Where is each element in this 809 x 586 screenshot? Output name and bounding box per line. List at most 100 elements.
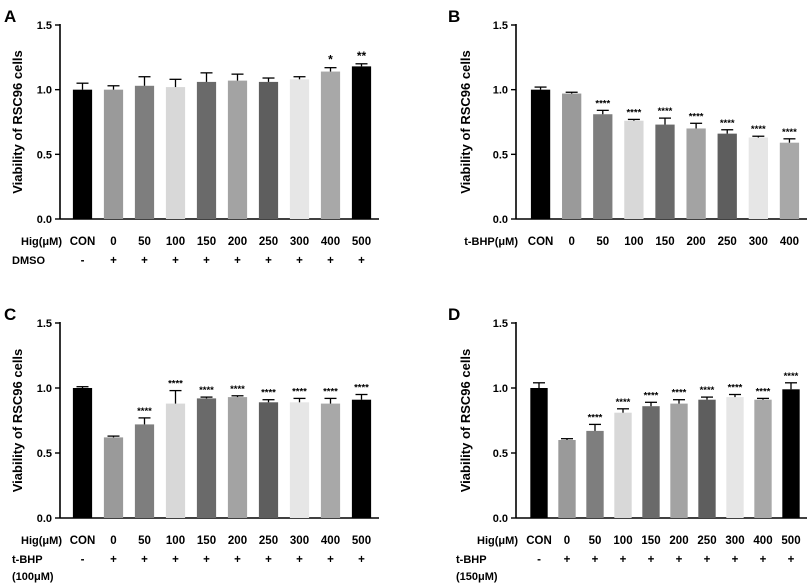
category-label: 100 — [624, 236, 643, 248]
treatment-label: t-BHP — [12, 554, 43, 566]
y-tick-label: 1.0 — [37, 383, 52, 395]
y-tick-label: 0.0 — [493, 214, 508, 226]
panel-c: C Viability of RSC96 cells 0.0 0.5 1.0 1.5 CON… — [4, 305, 379, 583]
significance-label: **** — [616, 397, 631, 408]
category-label: 250 — [718, 236, 737, 248]
significance-label: **** — [784, 371, 799, 382]
significance-label: * — [328, 53, 333, 67]
treatment-sign: + — [788, 554, 795, 566]
category-label: 100 — [166, 535, 185, 547]
bar — [196, 398, 217, 518]
treatment-sign: + — [172, 554, 179, 566]
treatment-sign: + — [327, 554, 334, 566]
category-label: 400 — [753, 535, 772, 547]
category-label: 400 — [780, 236, 799, 248]
bar — [782, 389, 800, 518]
category-label: 300 — [725, 535, 744, 547]
significance-label: **** — [700, 385, 715, 396]
bar — [227, 397, 248, 518]
category-label: 0 — [564, 535, 570, 547]
category-label: CON — [70, 236, 96, 248]
treatment-sign: + — [265, 255, 272, 267]
significance-label: **** — [323, 386, 338, 397]
x-row-label: Hig(μM) — [477, 535, 518, 547]
bar — [726, 397, 744, 518]
significance-label: **** — [137, 406, 152, 417]
y-tick-label: 0.0 — [493, 513, 508, 525]
bar — [586, 430, 604, 518]
treatment-sign: + — [732, 554, 739, 566]
category-label: 50 — [138, 236, 151, 248]
bar — [624, 120, 644, 219]
treatment-sign: + — [203, 554, 210, 566]
x-row-label: Hig(μM) — [21, 535, 62, 547]
bar — [593, 114, 613, 219]
bar — [134, 85, 155, 219]
y-axis-label: Viability of RSC96 cells — [10, 349, 25, 493]
bar — [134, 424, 155, 518]
y-tick-label: 0.0 — [37, 513, 52, 525]
x-row-label: Hig(μM) — [21, 236, 62, 248]
treatment-label: DMSO — [12, 255, 45, 267]
y-tick-label: 1.5 — [493, 20, 508, 32]
treatment-label: t-BHP — [456, 554, 487, 566]
category-label: 150 — [641, 535, 660, 547]
treatment-sign: + — [564, 554, 571, 566]
bar — [165, 403, 186, 518]
bar — [289, 402, 310, 518]
significance-label: **** — [756, 386, 771, 397]
significance-label: **** — [595, 98, 610, 109]
significance-label: **** — [199, 385, 214, 396]
bar — [351, 399, 372, 518]
significance-label: **** — [292, 386, 307, 397]
bar — [258, 81, 279, 219]
category-label: 50 — [138, 535, 151, 547]
y-tick-label: 1.5 — [493, 318, 508, 330]
bar — [227, 80, 248, 219]
bar — [351, 66, 372, 220]
bar — [530, 388, 548, 518]
significance-label: **** — [168, 379, 183, 390]
x-row-label: t-BHP(μM) — [464, 236, 518, 248]
category-label: 0 — [568, 236, 574, 248]
treatment-sign: + — [172, 255, 179, 267]
bar — [103, 89, 124, 220]
treatment-sign: + — [327, 255, 334, 267]
panel-b: B Viability of RSC96 cells 0.0 0.5 1.0 1.5 CON… — [448, 7, 807, 248]
bar — [655, 124, 675, 219]
treatment-sign: - — [81, 554, 85, 566]
y-tick-label: 1.0 — [493, 383, 508, 395]
treatment-sign: + — [296, 255, 303, 267]
bar — [103, 437, 124, 518]
category-label: 100 — [613, 535, 632, 547]
y-tick-label: 1.5 — [37, 318, 52, 330]
treatment-sign: + — [234, 554, 241, 566]
category-label: 300 — [290, 535, 309, 547]
treatment-sign: + — [358, 554, 365, 566]
y-axis-label: Viability of RSC96 cells — [458, 349, 473, 493]
category-label: CON — [526, 535, 552, 547]
significance-label: **** — [658, 106, 673, 117]
treatment-sign: + — [704, 554, 711, 566]
bar — [686, 128, 706, 219]
y-tick-label: 1.0 — [37, 85, 52, 97]
y-tick-label: 0.5 — [493, 448, 508, 460]
bar — [642, 406, 660, 518]
category-label: 100 — [166, 236, 185, 248]
bar — [320, 71, 341, 219]
category-label: 50 — [596, 236, 609, 248]
bar — [196, 81, 217, 219]
y-tick-label: 0.5 — [37, 448, 52, 460]
category-label: 500 — [352, 236, 371, 248]
category-label: 150 — [655, 236, 674, 248]
treatment-sign: + — [620, 554, 627, 566]
category-label: 400 — [321, 236, 340, 248]
bar — [558, 440, 576, 518]
treatment-sign: + — [110, 554, 117, 566]
bar — [698, 399, 716, 518]
category-label: 300 — [290, 236, 309, 248]
panel-a: A Viability of RSC96 cells 0.0 0.5 1.0 1.5 CON… — [4, 7, 379, 267]
treatment-sign: + — [141, 255, 148, 267]
bar — [320, 403, 341, 518]
